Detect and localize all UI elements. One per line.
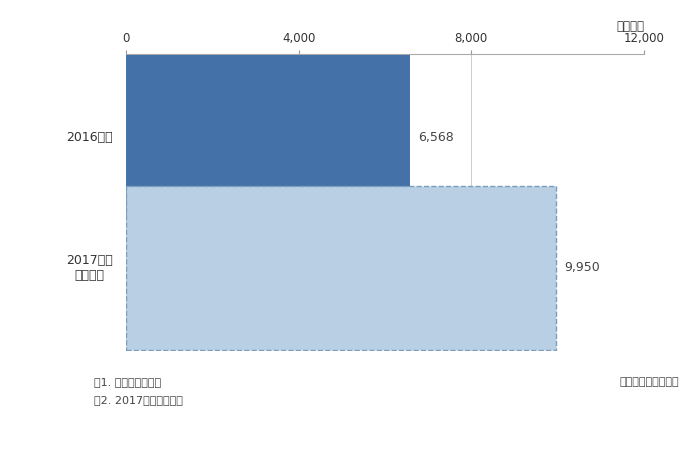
Text: 2016年度: 2016年度 — [66, 130, 113, 144]
Text: 注1. 流通総額ベース: 注1. 流通総額ベース — [94, 377, 162, 387]
Text: 9,950: 9,950 — [564, 261, 600, 274]
Bar — [126, 55, 410, 219]
Text: （億円）: （億円） — [616, 20, 644, 33]
Bar — [126, 186, 556, 350]
Text: 注2. 2017年度は予測値: 注2. 2017年度は予測値 — [94, 395, 183, 405]
Text: 6,568: 6,568 — [418, 130, 454, 144]
Text: 矢野経済研究所調べ: 矢野経済研究所調べ — [620, 377, 679, 387]
Text: 2017年度
（予測）: 2017年度 （予測） — [66, 254, 113, 282]
